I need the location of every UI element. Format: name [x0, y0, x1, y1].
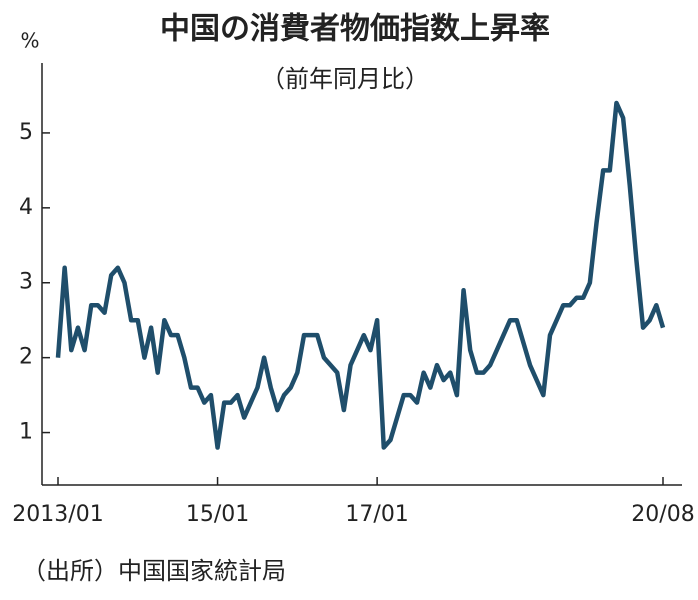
y-tick-label: 1: [19, 420, 33, 445]
source: （出所）中国国家統計局: [22, 557, 286, 585]
y-unit: %: [20, 29, 39, 53]
chart-title: 中国の消費者物価指数上昇率: [160, 12, 550, 47]
x-tick-label: 2013/01: [12, 502, 103, 527]
chart-subtitle: （前年同月比）: [261, 65, 429, 93]
y-tick-label: 2: [19, 345, 33, 370]
x-tick-label: 17/01: [345, 502, 408, 527]
y-tick-label: 5: [19, 120, 33, 145]
x-tick-label: 20/08: [631, 502, 694, 527]
y-tick-label: 4: [19, 195, 33, 220]
x-tick-label: 15/01: [186, 502, 249, 527]
line: [55, 100, 666, 450]
y-tick-label: 3: [19, 270, 33, 295]
